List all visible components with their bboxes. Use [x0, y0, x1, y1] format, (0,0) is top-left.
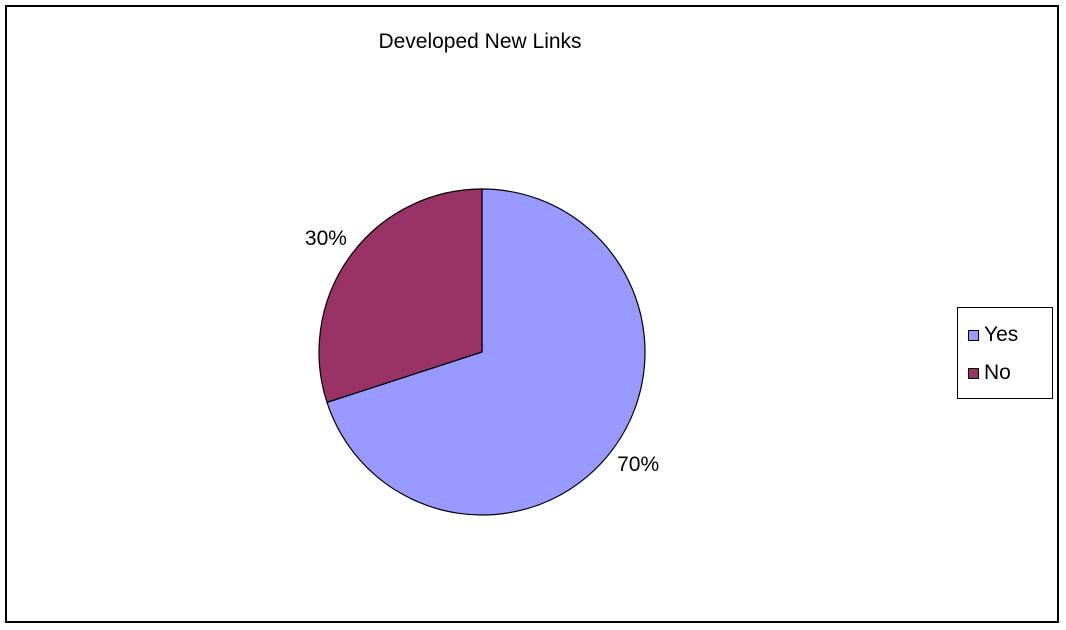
- legend-swatch-no: [968, 367, 979, 379]
- legend-label-yes: Yes: [984, 323, 1019, 346]
- legend: Yes No: [957, 307, 1053, 399]
- legend-swatch-yes: [968, 329, 979, 341]
- chart-title: Developed New Links: [378, 30, 582, 53]
- data-label-no: 30%: [304, 226, 347, 250]
- pie-slices: [318, 188, 646, 516]
- pie-slice-yes: [326, 188, 646, 516]
- legend-label-no: No: [984, 361, 1011, 384]
- pie-slice-no: [318, 188, 483, 404]
- data-label-yes: 70%: [617, 453, 660, 477]
- legend-item-no: No: [968, 359, 1011, 387]
- legend-item-yes: Yes: [968, 321, 1018, 349]
